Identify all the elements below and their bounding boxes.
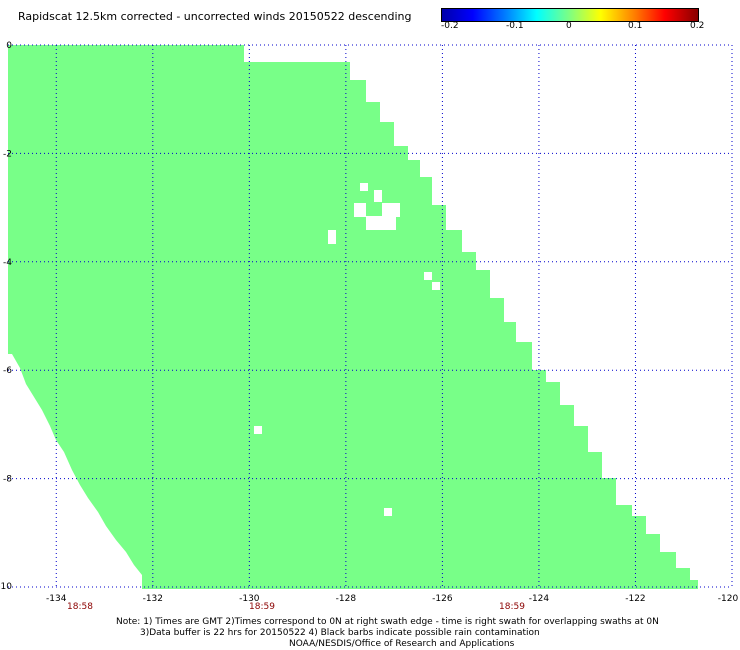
y-tick-label: -4 [3,258,12,268]
colorbar [441,8,699,22]
colorbar-label-3: 0 [566,21,572,31]
x-tick-label: -126 [432,594,453,604]
missing-data-cell [254,426,262,434]
y-tick-label: -10 [0,582,12,592]
swath-time-label: 18:59 [499,602,525,612]
missing-data-cell [424,272,432,280]
colorbar-label-2: -0.1 [506,21,524,31]
y-tick-label: -2 [3,149,12,159]
x-tick-label: -120 [718,594,739,604]
missing-data-cell [382,203,400,217]
missing-data-cell [354,203,366,217]
y-tick-label: -8 [3,475,12,485]
x-tick-label: -124 [529,594,550,604]
missing-data-cell [432,282,440,290]
swath-time-label: 18:58 [67,602,93,612]
colorbar-label-5: 0.2 [690,21,705,31]
colorbar-label-1: -0.2 [441,21,459,31]
y-tick-label: 0 [6,41,12,51]
missing-data-cell [384,508,392,516]
x-tick-label: -122 [625,594,645,604]
missing-data-cell [328,230,336,244]
note-line-3: NOAA/NESDIS/Office of Research and Appli… [289,639,515,649]
x-tick-label: -134 [46,594,67,604]
missing-data-cell [360,183,368,191]
missing-data-cell [374,190,382,202]
swath-time-label: 18:59 [249,602,275,612]
y-tick-label: -6 [3,366,12,376]
note-line-1: Note: 1) Times are GMT 2)Times correspon… [116,617,659,627]
x-tick-label: -128 [336,594,357,604]
x-tick-label: -130 [239,594,260,604]
swath-coverage [8,45,698,589]
missing-data-cell [366,216,396,230]
colorbar-label-4: 0.1 [628,21,643,31]
note-line-2: 3)Data buffer is 22 hrs for 20150522 4) … [140,628,540,638]
map-title: Rapidscat 12.5km corrected - uncorrected… [18,10,412,23]
x-tick-label: -132 [143,594,163,604]
